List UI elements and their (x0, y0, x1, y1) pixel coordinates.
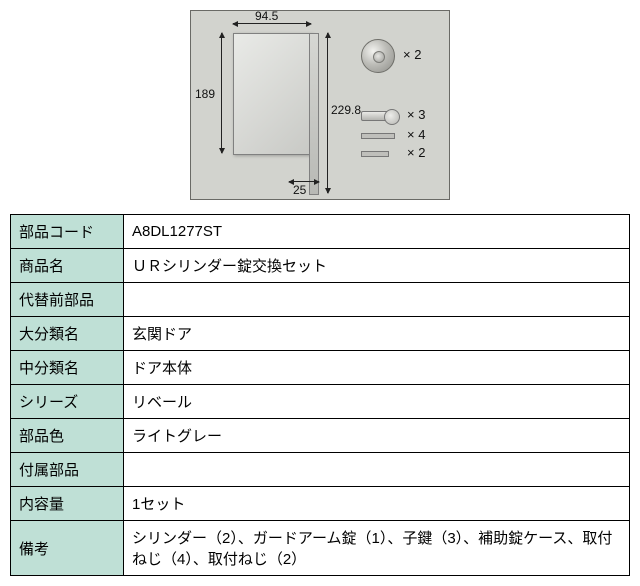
row-label: 内容量 (11, 487, 124, 521)
table-row: 部品色ライトグレー (11, 419, 630, 453)
row-label: 中分類名 (11, 351, 124, 385)
dim-arrow-bottom (289, 181, 319, 182)
lock-body-shape (233, 33, 313, 155)
row-value: 1セット (124, 487, 630, 521)
screw2-qty: × 2 (407, 145, 425, 160)
screw-long-icon (361, 133, 395, 139)
row-label: 部品コード (11, 215, 124, 249)
row-value (124, 283, 630, 317)
key-qty: × 3 (407, 107, 425, 122)
key-icon (361, 111, 393, 121)
table-row: シリーズリベール (11, 385, 630, 419)
dim-top-value: 94.5 (255, 9, 278, 23)
spec-table: 部品コードA8DL1277ST商品名ＵＲシリンダー錠交換セット代替前部品大分類名… (10, 214, 630, 576)
row-label: シリーズ (11, 385, 124, 419)
product-diagram-container: 94.5 189 229.8 25 × 2 × 3 × 4 × 2 (130, 10, 510, 200)
row-value: ＵＲシリンダー錠交換セット (124, 249, 630, 283)
dim-arrow-left (221, 33, 222, 153)
row-value: ライトグレー (124, 419, 630, 453)
dim-left-value: 189 (195, 87, 215, 101)
table-row: 備考シリンダー（2）、ガードアーム錠（1）、子鍵（3）、補助錠ケース、取付ねじ（… (11, 521, 630, 576)
table-row: 代替前部品 (11, 283, 630, 317)
row-label: 大分類名 (11, 317, 124, 351)
dim-arrow-top (233, 23, 311, 24)
cylinder-icon (361, 39, 395, 73)
cylinder-qty: × 2 (403, 47, 421, 62)
dim-right-value: 229.8 (331, 103, 361, 117)
row-label: 備考 (11, 521, 124, 576)
row-value: リベール (124, 385, 630, 419)
table-row: 大分類名玄関ドア (11, 317, 630, 351)
table-row: 商品名ＵＲシリンダー錠交換セット (11, 249, 630, 283)
table-row: 部品コードA8DL1277ST (11, 215, 630, 249)
row-value: 玄関ドア (124, 317, 630, 351)
row-label: 商品名 (11, 249, 124, 283)
row-label: 付属部品 (11, 453, 124, 487)
table-row: 付属部品 (11, 453, 630, 487)
screw-short-icon (361, 151, 389, 157)
dim-bottom-value: 25 (293, 183, 306, 197)
lock-extender-shape (309, 33, 319, 195)
row-label: 部品色 (11, 419, 124, 453)
table-row: 中分類名ドア本体 (11, 351, 630, 385)
row-value: A8DL1277ST (124, 215, 630, 249)
dim-arrow-right (327, 33, 328, 193)
product-diagram: 94.5 189 229.8 25 × 2 × 3 × 4 × 2 (190, 10, 450, 200)
table-row: 内容量1セット (11, 487, 630, 521)
row-value (124, 453, 630, 487)
row-value: ドア本体 (124, 351, 630, 385)
spec-table-body: 部品コードA8DL1277ST商品名ＵＲシリンダー錠交換セット代替前部品大分類名… (11, 215, 630, 576)
screw1-qty: × 4 (407, 127, 425, 142)
row-value: シリンダー（2）、ガードアーム錠（1）、子鍵（3）、補助錠ケース、取付ねじ（4）… (124, 521, 630, 576)
row-label: 代替前部品 (11, 283, 124, 317)
